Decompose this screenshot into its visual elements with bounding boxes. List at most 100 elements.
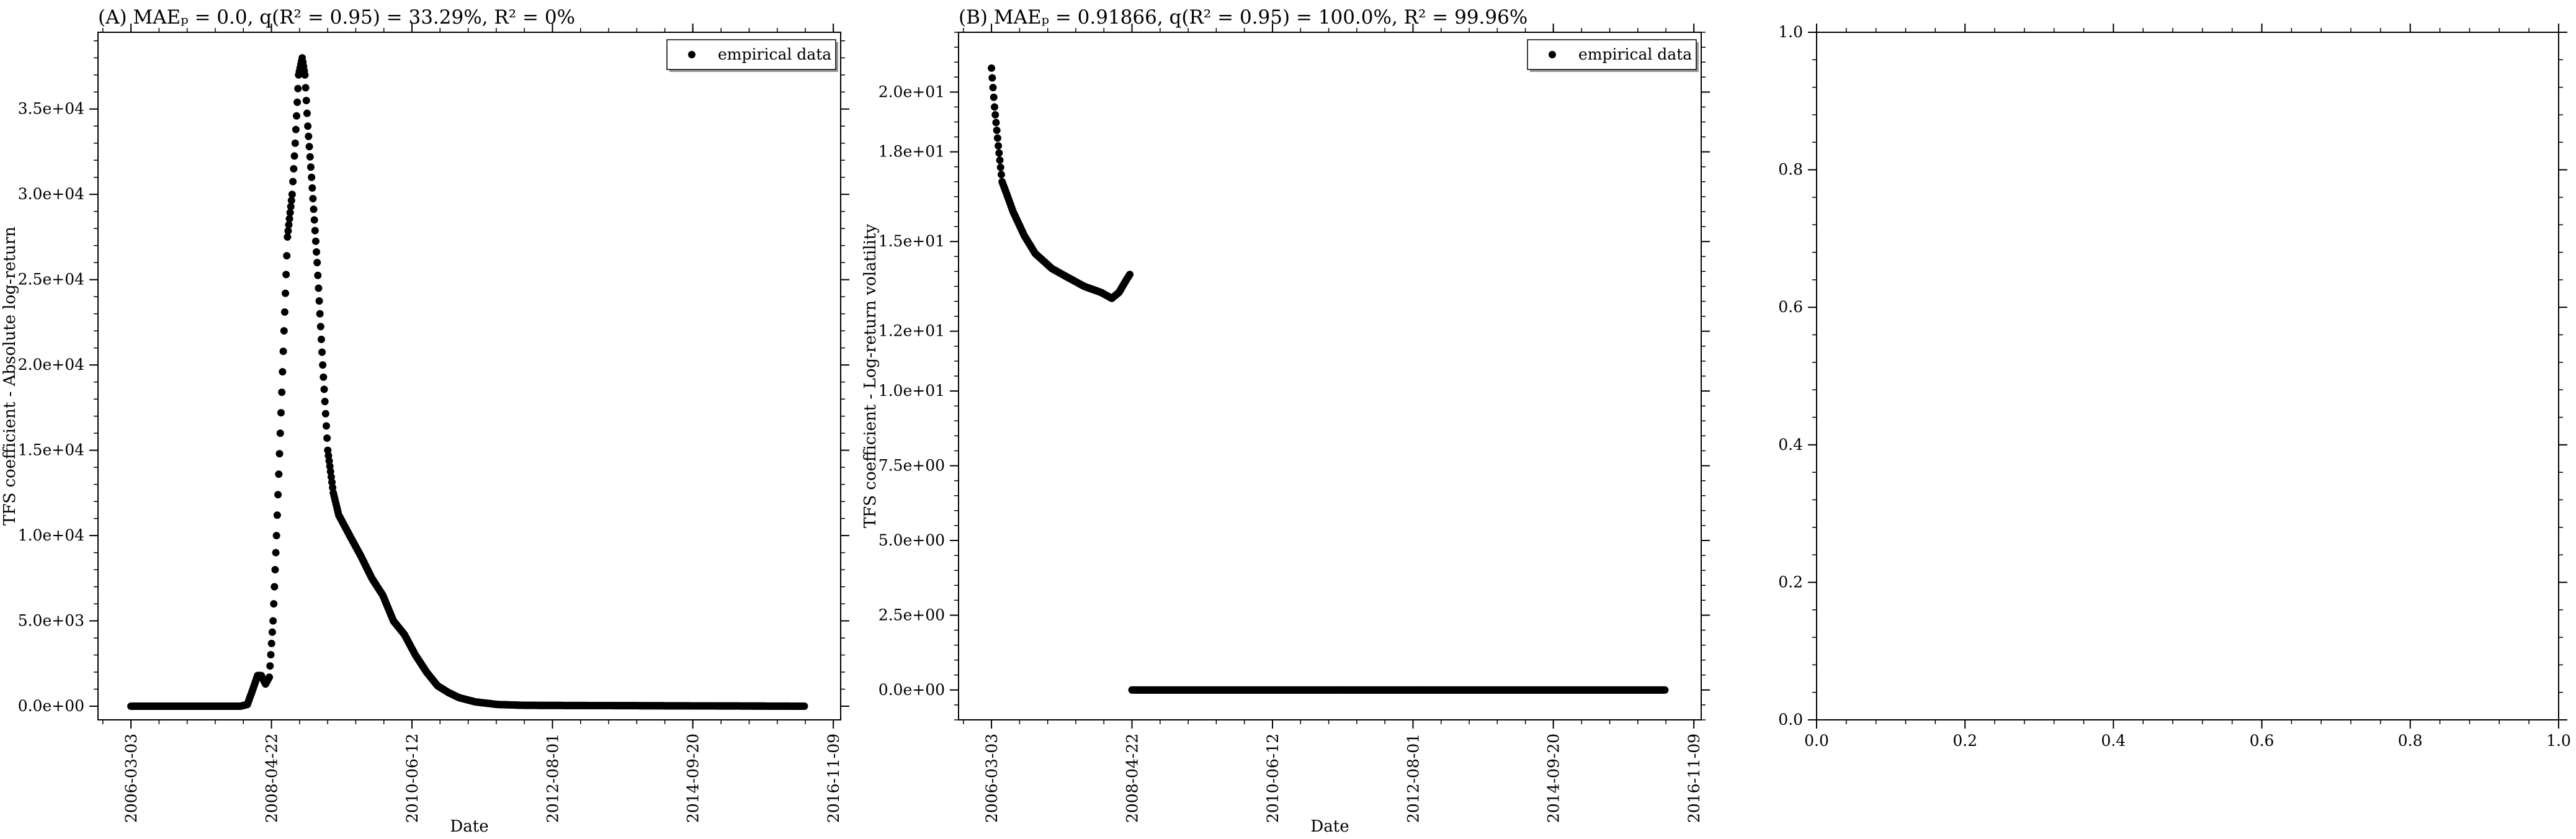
data-point <box>277 409 285 417</box>
x-tick-label: 2012-08-01 <box>1404 734 1422 823</box>
y-tick-label: 2.5e+04 <box>18 271 84 289</box>
panel-c: 0.0 0.2 0.4 0.6 0.8 1.0 0.0 0.2 0.4 0.6 0.8 1.0 <box>1778 23 2571 750</box>
legend-marker <box>1549 51 1556 58</box>
data-point <box>317 335 325 343</box>
data-point <box>315 284 323 292</box>
data-point <box>318 348 326 356</box>
data-point <box>310 216 318 224</box>
data-point <box>266 673 274 681</box>
data-point <box>313 248 321 256</box>
data-point <box>1126 271 1134 279</box>
x-axis-label: Date <box>1310 817 1349 836</box>
data-point <box>302 84 310 92</box>
data-point <box>303 109 311 117</box>
x-tick-label: 0.2 <box>1952 732 1977 750</box>
data-point <box>310 205 318 213</box>
y-tick-label: 2.0e+04 <box>18 356 84 374</box>
data-point <box>269 617 277 625</box>
data-point <box>305 132 313 140</box>
y-tick-label: 5.0e+00 <box>879 531 945 549</box>
data-point <box>282 289 290 297</box>
x-tick-label: 2012-08-01 <box>543 734 561 823</box>
plot-frame <box>1816 32 2559 720</box>
series-empirical-data <box>988 64 1669 694</box>
data-point <box>285 215 293 223</box>
legend: empirical data <box>1527 39 1699 72</box>
y-axis-label: TFS coefficient - Log-return volatility <box>861 224 880 528</box>
chart-title: (A) MAEₚ = 0.0, q(R² = 0.95) = 33.29%, R… <box>98 6 575 29</box>
y-tick-label: 1.0 <box>1778 23 1803 41</box>
data-point <box>288 191 296 199</box>
data-point <box>272 532 280 540</box>
data-point <box>267 639 275 647</box>
data-point <box>267 650 275 658</box>
data-point <box>278 388 286 397</box>
data-point <box>990 103 998 111</box>
data-point <box>279 348 287 356</box>
data-point <box>272 549 280 557</box>
data-point <box>290 152 298 160</box>
data-point <box>305 143 313 151</box>
x-tick-label: 2016-11-09 <box>1685 734 1703 823</box>
y-tick-label: 0.0 <box>1778 711 1803 729</box>
chart-title: (B) MAEₚ = 0.91866, q(R² = 0.95) = 100.0… <box>959 6 1527 29</box>
data-point <box>315 297 323 305</box>
y-tick-label: 1.5e+01 <box>879 232 945 250</box>
data-point <box>274 491 282 499</box>
legend: empirical data <box>666 39 838 72</box>
y-tick-label: 0.6 <box>1778 298 1803 316</box>
x-tick-label: 0.0 <box>1804 732 1829 750</box>
y-tick-label: 1.0e+01 <box>879 382 945 400</box>
x-tick-label: 0.6 <box>2250 732 2274 750</box>
data-point <box>276 429 284 437</box>
x-tick-label: 2008-04-22 <box>263 734 281 823</box>
y-tick-label: 3.5e+04 <box>18 100 84 118</box>
data-point <box>275 470 283 478</box>
data-point <box>313 259 321 267</box>
legend-entry: empirical data <box>1578 45 1692 63</box>
x-axis-label: Date <box>450 817 488 836</box>
data-point <box>321 398 329 406</box>
data-point <box>293 112 301 120</box>
y-tick-label: 1.0e+04 <box>18 526 84 544</box>
data-point <box>320 373 328 381</box>
data-point <box>988 74 996 82</box>
x-tick-label: 2014-09-20 <box>1545 734 1563 823</box>
data-point <box>286 209 294 217</box>
data-point <box>992 119 1000 127</box>
data-point <box>311 227 319 235</box>
data-point <box>322 422 330 430</box>
data-point <box>991 110 1000 119</box>
data-point <box>997 171 1005 179</box>
data-point <box>988 64 996 72</box>
data-point <box>1661 686 1669 694</box>
panel-b: (B) MAEₚ = 0.91866, q(R² = 0.95) = 100.0… <box>861 6 1710 836</box>
data-point <box>996 163 1004 171</box>
y-tick-label: 0.4 <box>1778 436 1803 454</box>
y-tick-label: 1.8e+01 <box>879 143 945 161</box>
data-point <box>319 361 327 369</box>
data-point <box>271 583 279 591</box>
data-point <box>321 410 329 418</box>
plot-frame <box>958 32 1702 720</box>
data-point <box>316 310 324 318</box>
data-point <box>306 153 314 161</box>
data-point <box>287 197 295 205</box>
y-tick-label: 0.0e+00 <box>879 681 945 699</box>
data-point <box>284 233 292 241</box>
data-point <box>308 173 316 181</box>
data-point <box>320 385 328 393</box>
x-tick-label: 2006-03-03 <box>983 734 1001 823</box>
y-tick-label: 1.5e+04 <box>18 441 84 459</box>
data-point <box>280 308 288 316</box>
y-tick-label: 2.5e+00 <box>879 606 945 624</box>
x-tick-label: 2006-03-03 <box>122 734 140 823</box>
series-empirical-data <box>127 54 808 711</box>
y-tick-label: 3.0e+04 <box>18 185 84 203</box>
x-tick-label: 2016-11-09 <box>825 734 843 823</box>
panel-a: (A) MAEₚ = 0.0, q(R² = 0.95) = 33.29%, R… <box>1 6 849 836</box>
data-point <box>314 271 322 279</box>
data-point <box>283 252 291 260</box>
data-point <box>280 327 288 335</box>
